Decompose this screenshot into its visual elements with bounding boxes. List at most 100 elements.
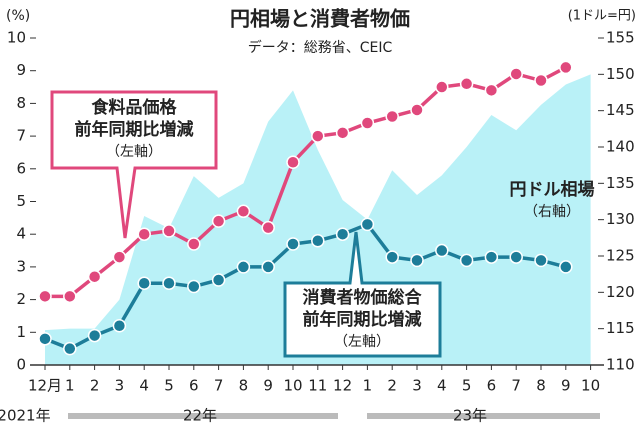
marker [211, 273, 226, 287]
chart-title: 円相場と消費者物価 [230, 7, 410, 31]
x-tick-label: 1 [65, 377, 75, 395]
marker [459, 77, 474, 91]
marker [38, 332, 52, 346]
marker [484, 250, 499, 264]
y-tick-label: 0 [16, 356, 26, 374]
annotation-box [50, 90, 218, 239]
marker [38, 289, 52, 304]
marker [162, 224, 176, 238]
x-tick-label: 5 [164, 377, 174, 395]
x-tick-label: 8 [239, 377, 249, 395]
y2-tick-label: 150 [606, 65, 635, 83]
marker [112, 319, 127, 333]
x-tick-label: 9 [561, 377, 571, 395]
y-axis-label: (%) [6, 8, 30, 24]
y2-tick-label: 140 [606, 138, 635, 156]
annotation-text: 消費者物価総合 [303, 287, 423, 308]
y2-axis-label: (1ドル=円) [568, 9, 636, 24]
y2-tick-label: 125 [606, 247, 635, 265]
marker [63, 341, 77, 356]
marker [87, 328, 102, 343]
line [45, 65, 567, 299]
marker [286, 237, 300, 251]
y2-tick-label: 130 [606, 210, 635, 228]
marker [509, 67, 523, 81]
marker [509, 250, 523, 264]
y-tick-label: 8 [16, 94, 26, 112]
x-tick-label: 7 [214, 377, 224, 395]
marker [385, 250, 399, 264]
marker [360, 217, 375, 232]
annotation-text: 食料品価格 [92, 97, 178, 118]
y2-tick-label: 110 [606, 356, 635, 374]
marker [211, 214, 226, 228]
x-tick-label: 4 [437, 377, 447, 395]
marker [187, 279, 201, 294]
marker [261, 260, 275, 274]
marker [112, 250, 127, 264]
marker [559, 260, 573, 274]
x-tick-label: 12 [333, 377, 352, 395]
y-tick-label: 6 [16, 159, 26, 177]
marker [311, 129, 325, 143]
marker [236, 260, 251, 274]
y-tick-label: 2 [16, 290, 26, 308]
marker [261, 220, 275, 235]
chart-subtitle: データ：総務省、CEIC [248, 39, 393, 56]
y2-tick-label: 115 [606, 319, 635, 337]
x-tick-label: 3 [412, 377, 422, 395]
x-tick-label: 6 [189, 377, 199, 395]
marker [385, 109, 399, 124]
x-tick-label: 9 [263, 377, 273, 395]
y-tick-label: 1 [16, 323, 26, 341]
x-tick-label: 11 [308, 377, 327, 395]
y2-tick-label: 155 [606, 29, 635, 47]
area [45, 74, 591, 365]
year-label: 2021年 [0, 407, 51, 425]
y-tick-label: 10 [7, 29, 26, 47]
x-tick-label: 5 [462, 377, 472, 395]
x-tick-label: 12月 [28, 377, 62, 395]
x-tick-label: 4 [139, 377, 149, 395]
annotation-text: 円ドル相場 [510, 179, 595, 200]
x-tick-label: 8 [536, 377, 546, 395]
y2-tick-label: 135 [606, 174, 635, 192]
marker [360, 116, 375, 130]
marker [534, 253, 548, 268]
marker [335, 126, 350, 140]
marker [435, 243, 449, 258]
x-tick-label: 7 [511, 377, 521, 395]
line [44, 222, 567, 351]
annotation-text: 前年同期比増減 [303, 309, 422, 330]
marker [459, 253, 474, 268]
annotation-text: （左軸） [106, 144, 162, 160]
marker [410, 253, 424, 268]
marker [236, 204, 251, 219]
x-tick-label: 10 [581, 377, 600, 395]
y2-tick-label: 120 [606, 283, 635, 301]
year-label: 23年 [453, 407, 487, 425]
year-bar [68, 413, 338, 419]
marker [335, 227, 350, 241]
annotation-text: （右軸） [524, 204, 580, 220]
annotation-text: （左軸） [334, 334, 390, 350]
x-tick-label: 1 [363, 377, 373, 395]
marker [286, 155, 300, 170]
year-label: 22年 [183, 407, 217, 425]
y-tick-label: 3 [16, 257, 26, 275]
marker [435, 80, 449, 94]
marker [87, 269, 102, 284]
year-bar [367, 413, 600, 419]
marker [187, 237, 201, 251]
marker [534, 73, 548, 88]
marker [63, 289, 77, 304]
annotation-text: 前年同期比増減 [75, 119, 194, 140]
marker [484, 83, 499, 98]
y2-tick-label: 145 [606, 101, 635, 119]
x-tick-label: 3 [115, 377, 125, 395]
marker [311, 233, 325, 248]
marker [559, 60, 573, 75]
annotation-box [283, 231, 442, 358]
marker [137, 276, 151, 290]
